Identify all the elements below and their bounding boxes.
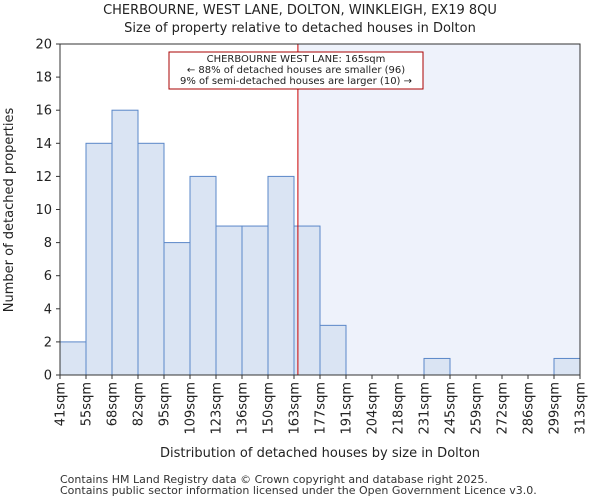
x-tick-label-20: 313sqm [574, 382, 589, 435]
larger-than-property-region [297, 44, 580, 375]
x-axis-label: Distribution of detached houses by size … [160, 446, 480, 461]
x-tick-label-18: 286sqm [522, 382, 537, 435]
x-tick-label-17: 272sqm [496, 382, 511, 435]
annotation-line-2: ← 88% of detached houses are smaller (96… [187, 65, 405, 76]
bar-1 [85, 142, 113, 376]
x-tick-label-13: 218sqm [392, 382, 407, 435]
x-tick-label-1: 55sqm [80, 382, 95, 426]
y-tick-label-9: 18 [35, 71, 52, 86]
bar-8 [267, 175, 295, 376]
y-tick-label-1: 2 [44, 335, 52, 350]
x-tick-label-0: 41sqm [54, 382, 69, 426]
footer-line-2: Contains public sector information licen… [60, 484, 537, 497]
x-tick-label-16: 259sqm [470, 382, 485, 435]
bar-6 [215, 225, 243, 376]
x-tick-label-12: 204sqm [366, 382, 381, 435]
bar-4 [163, 242, 191, 376]
x-tick-label-7: 136sqm [236, 382, 251, 435]
bar-10 [319, 324, 347, 376]
bar-0 [59, 341, 87, 376]
bar-5 [189, 175, 217, 376]
y-tick-label-2: 4 [44, 302, 52, 317]
x-tick-label-15: 245sqm [444, 382, 459, 435]
y-tick-label-3: 6 [44, 269, 52, 284]
bar-7 [241, 225, 269, 376]
annotation-line-1: CHERBOURNE WEST LANE: 165sqm [207, 54, 386, 65]
x-axis-ticks: 41sqm 55sqm 68sqm 82sqm 95sqm 109sqm 123sqm 136… [54, 375, 589, 435]
y-tick-label-5: 10 [35, 203, 52, 218]
x-tick-label-5: 109sqm [184, 382, 199, 435]
bars-group [59, 109, 581, 376]
y-tick-label-7: 14 [35, 137, 52, 152]
annotation-line-3: 9% of semi-detached houses are larger (1… [180, 76, 412, 87]
x-tick-label-2: 68sqm [106, 382, 121, 426]
x-tick-label-11: 191sqm [340, 382, 355, 435]
annotation-box: CHERBOURNE WEST LANE: 165sqm ← 88% of de… [168, 51, 424, 90]
bar-2 [111, 109, 139, 376]
y-tick-label-6: 12 [35, 170, 52, 185]
x-tick-label-4: 95sqm [158, 382, 173, 426]
bar-14 [423, 357, 451, 376]
x-tick-label-6: 123sqm [210, 382, 225, 435]
x-tick-label-8: 150sqm [262, 382, 277, 435]
y-tick-label-0: 0 [44, 369, 52, 384]
chart-title: CHERBOURNE, WEST LANE, DOLTON, WINKLEIGH… [103, 3, 497, 18]
y-tick-label-10: 20 [35, 38, 52, 53]
bar-3 [137, 142, 165, 376]
y-axis-label: Number of detached properties [2, 108, 17, 313]
x-tick-label-10: 177sqm [314, 382, 329, 435]
bar-19 [553, 357, 581, 376]
chart-subtitle: Size of property relative to detached ho… [124, 21, 476, 36]
y-axis-ticks: 0 2 4 6 8 10 12 14 16 18 20 [35, 38, 60, 384]
x-tick-label-3: 82sqm [132, 382, 147, 426]
x-tick-label-19: 299sqm [548, 382, 563, 435]
x-tick-label-14: 231sqm [418, 382, 433, 435]
y-tick-label-8: 16 [35, 104, 52, 119]
y-tick-label-4: 8 [44, 236, 52, 251]
footer-line-1: Contains HM Land Registry data © Crown c… [60, 473, 488, 486]
x-tick-label-9: 163sqm [288, 382, 303, 435]
